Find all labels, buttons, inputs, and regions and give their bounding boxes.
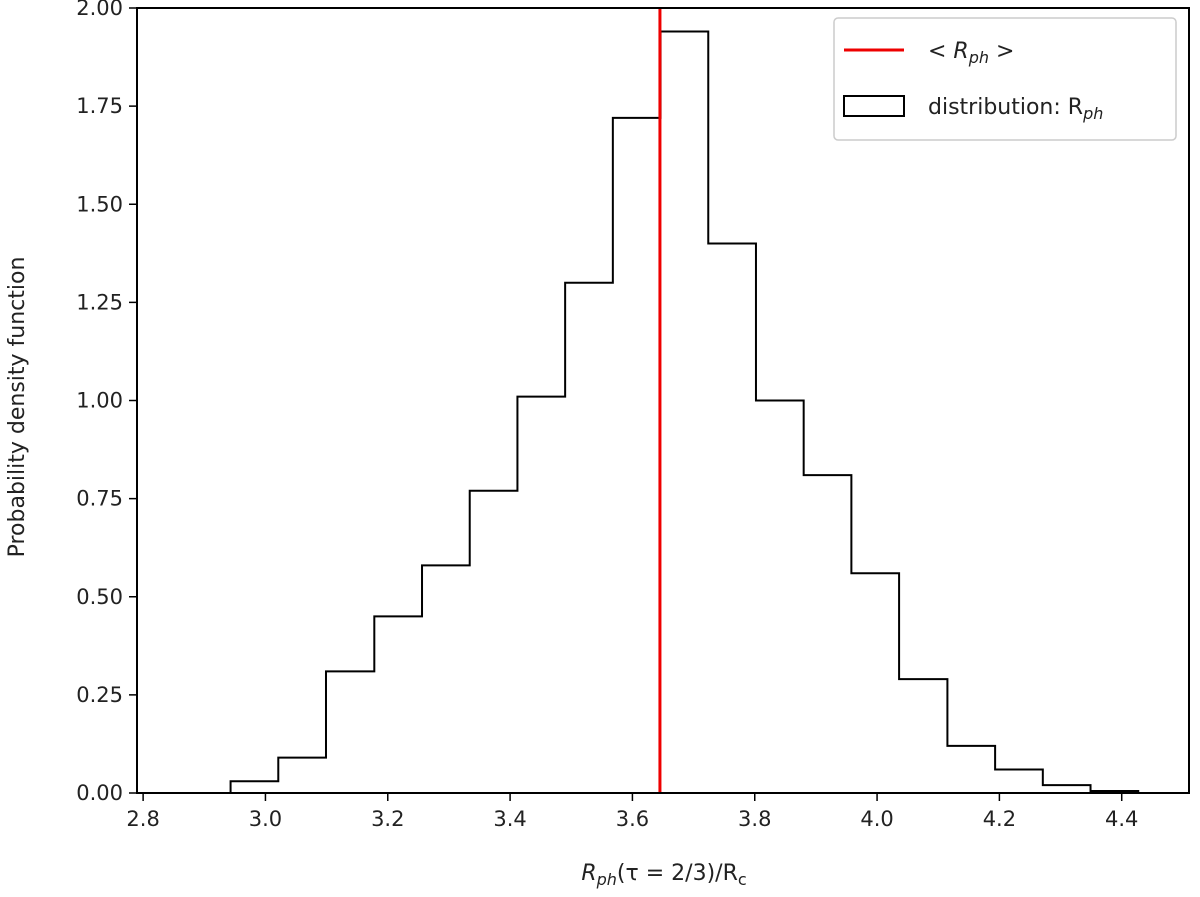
histogram-bin [947, 745, 996, 793]
x-axis-label-subscript: ph [596, 870, 617, 889]
x-axis-label-symbol: R [581, 861, 596, 886]
legend-box [833, 17, 1177, 141]
legend: < Rph > distribution: Rph [833, 17, 1177, 141]
histogram-bin [1042, 785, 1091, 793]
y-axis-ticks: 0.00 0.25 0.50 0.75 1.00 1.25 1.50 1.75 2.00 [76, 0, 137, 805]
x-tick-label: 2.8 [126, 807, 159, 831]
x-axis-label-rest: (τ = 2/3)/R [617, 861, 738, 886]
histogram-bin [755, 400, 804, 793]
legend-distribution-swatch [843, 95, 905, 117]
histogram-bin [469, 490, 518, 793]
legend-distribution-label: distribution: Rph [928, 95, 1103, 123]
histogram-bin [278, 757, 326, 793]
histogram-series [182, 30, 1140, 794]
x-tick-label: 3.4 [493, 807, 526, 831]
histogram-bin [517, 396, 566, 793]
histogram-bin [708, 243, 756, 793]
y-tick-label: 1.75 [76, 94, 123, 118]
y-tick-label: 2.00 [76, 0, 123, 20]
histogram-bin [803, 475, 852, 793]
x-tick-label: 4.2 [983, 807, 1016, 831]
y-tick-label: 0.00 [76, 781, 123, 805]
x-tick-label: 3.2 [371, 807, 404, 831]
y-axis-label: Probability density function [5, 257, 30, 558]
x-tick-label: 3.6 [616, 807, 649, 831]
histogram-bin [374, 616, 423, 793]
x-tick-label: 4.0 [860, 807, 893, 831]
x-axis-ticks: 2.8 3.0 3.2 3.4 3.6 3.8 4.0 4.2 4.4 [126, 793, 1138, 831]
histogram-bin [325, 671, 375, 793]
x-tick-label: 3.0 [249, 807, 282, 831]
y-tick-label: 1.25 [76, 290, 123, 314]
histogram-bin [851, 573, 900, 793]
histogram-bin [899, 679, 948, 793]
y-tick-label: 1.00 [76, 389, 123, 413]
legend-mean-label: < Rph > [928, 39, 1014, 67]
histogram-bin [565, 282, 613, 793]
x-axis-label: Rph(τ = 2/3)/Rc [581, 861, 746, 889]
histogram-bin [660, 31, 709, 794]
y-tick-label: 0.25 [76, 683, 123, 707]
x-tick-label: 4.4 [1105, 807, 1138, 831]
y-tick-label: 0.50 [76, 585, 123, 609]
histogram-bin [995, 769, 1043, 793]
x-axis-label-subscript-2: c [738, 870, 747, 889]
y-tick-label: 0.75 [76, 487, 123, 511]
histogram-bin [612, 117, 661, 793]
histogram-bin [230, 781, 279, 793]
x-tick-label: 3.8 [738, 807, 771, 831]
y-tick-label: 1.50 [76, 192, 123, 216]
histogram-bin [422, 565, 470, 793]
